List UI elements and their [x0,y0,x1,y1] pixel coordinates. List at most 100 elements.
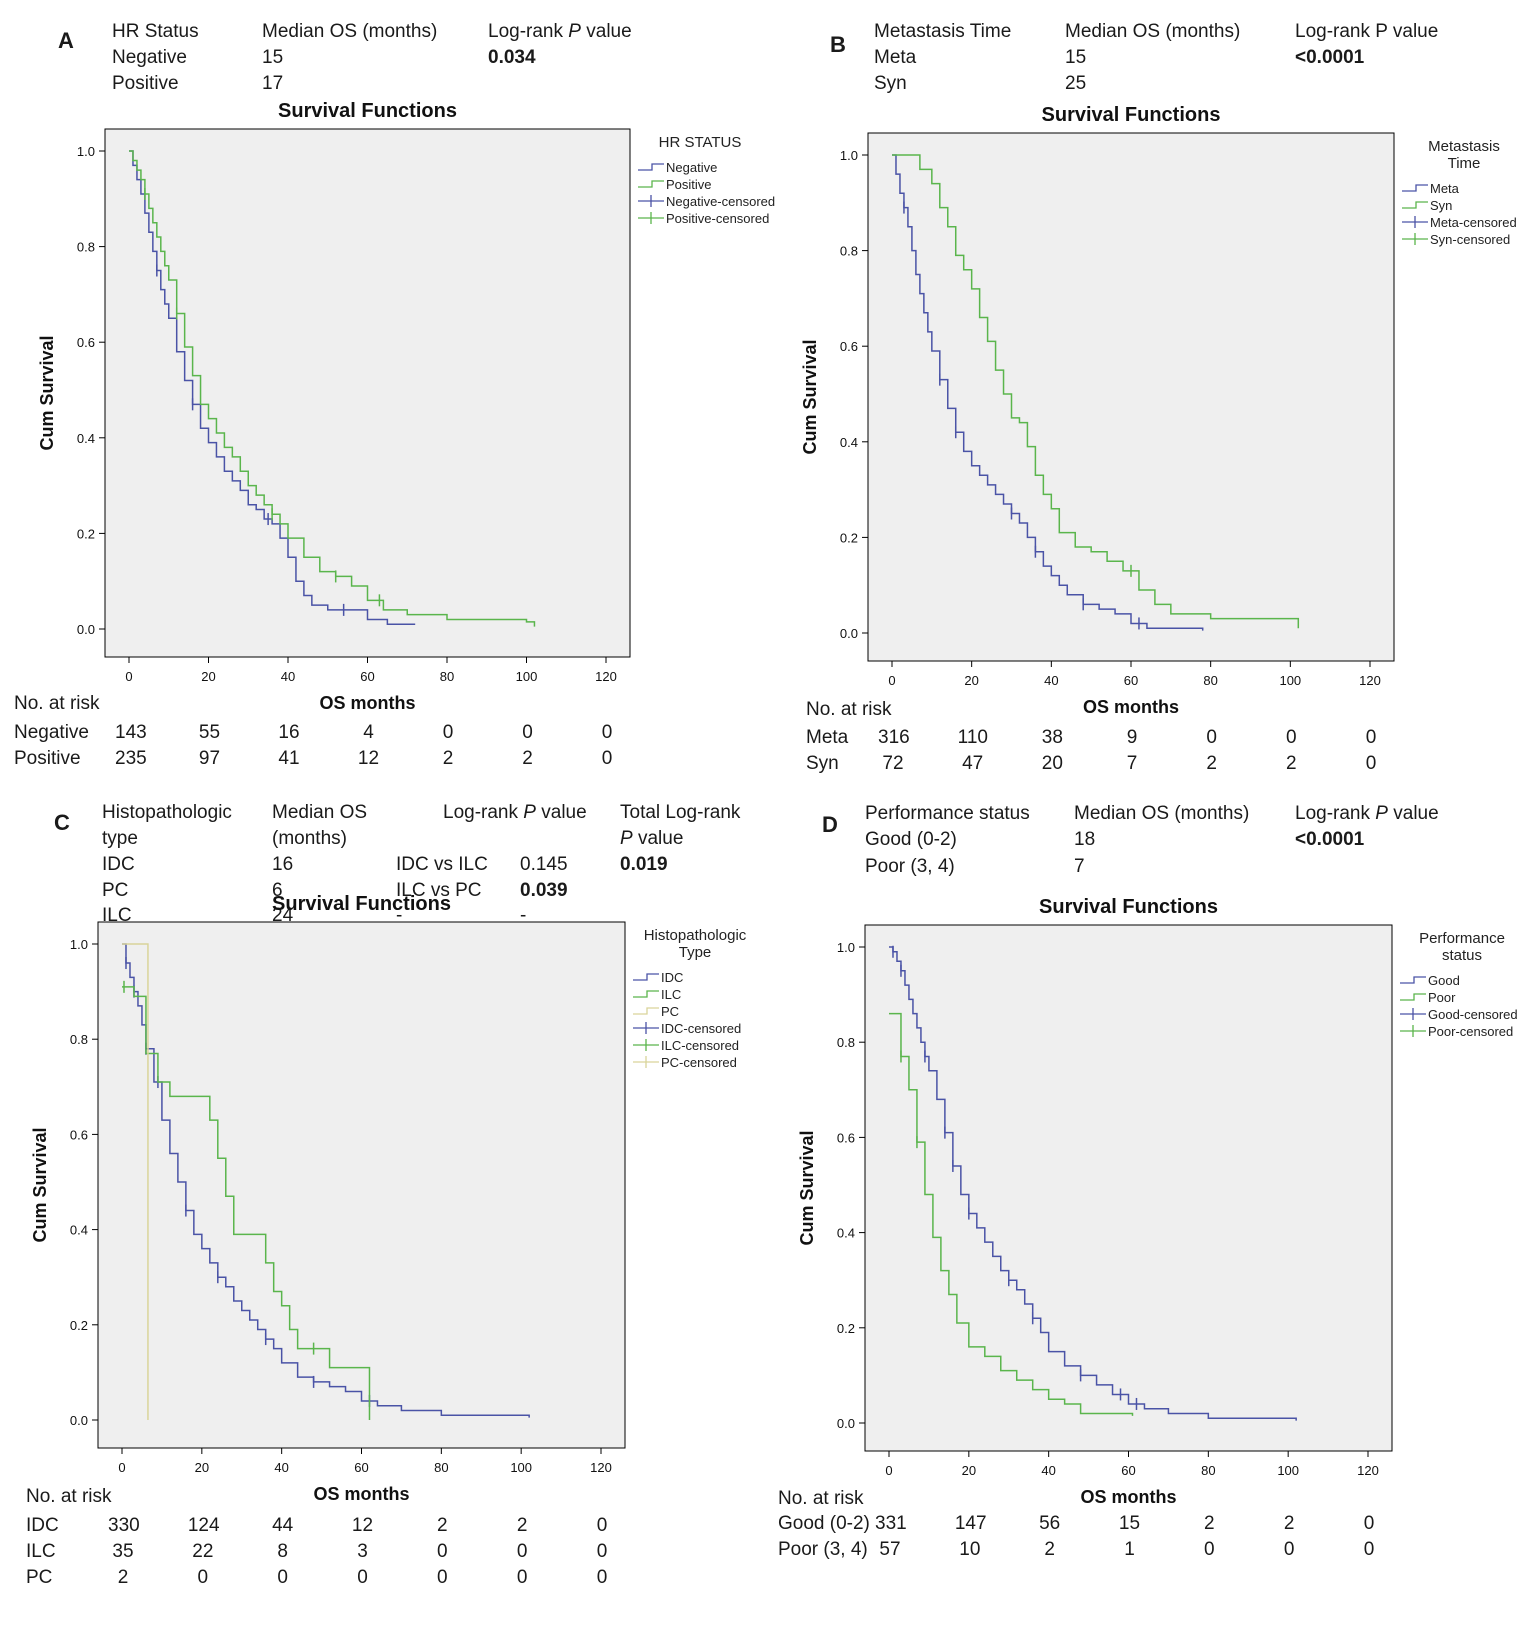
panel-d: D Performance status Median OS (months) … [770,800,1530,1620]
risk-cell: 12 [351,1515,374,1536]
header-row-label: Good (0-2) [865,829,957,850]
risk-cell: 57 [879,1539,901,1560]
header-row-comparison: - [396,905,403,926]
x-tick-label: 20 [195,1460,209,1475]
x-tick-label: 120 [590,1460,612,1475]
risk-cell: 2 [516,1515,528,1536]
risk-cell: 143 [115,722,147,743]
survival-chart: Survival Functions 0.0 0.2 0.4 0.6 0.8 1.0 0 20 4… [30,893,747,1504]
risk-cell: 15 [1118,1513,1141,1534]
legend-entry: Good-censored [1428,1007,1518,1022]
plot-area [867,132,1395,662]
header-row-label: IDC [102,854,135,875]
header-row-comparison: ILC vs PC [396,880,482,901]
risk-cell: 2 [1283,1513,1295,1534]
x-tick-label: 120 [1357,1463,1379,1478]
header-row-label: Positive [112,73,179,94]
risk-cell: 0 [1365,727,1377,748]
x-tick-label: 0 [118,1460,125,1475]
header-row-pvalue: <0.0001 [1295,829,1365,850]
legend-entry: Good [1428,973,1460,988]
header-row-pvalue: 0.039 [520,880,568,901]
legend-entry: Meta-censored [1430,215,1517,230]
legend-entry: Positive-censored [666,211,769,226]
legend-entry: Negative [666,160,717,175]
risk-cell: 2 [1206,753,1217,774]
risk-cell: 110 [957,727,988,748]
header-row-comparison: IDC vs ILC [396,854,488,875]
panel-b: B Metastasis Time Median OS (months) Log… [770,0,1530,820]
plot-area [864,924,1393,1452]
chart-title: Survival Functions [1039,896,1218,918]
risk-row-label: IDC [26,1515,59,1536]
panel-letter: C [54,810,70,835]
y-axis-label: Cum Survival [800,339,820,454]
risk-cell: 0 [437,1567,448,1588]
series-line-pc [122,943,149,1420]
risk-cell: 8 [277,1541,288,1562]
risk-cell: 0 [277,1567,288,1588]
legend-title: status [1442,947,1482,964]
y-tick-label: 0.2 [840,530,858,545]
header-row-median: 17 [262,73,284,94]
header-row-median: 18 [1074,829,1096,850]
legend-title: Histopathologic [644,927,747,944]
legend-swatch [1400,993,1426,1001]
header-row-label: PC [102,880,129,901]
risk-cell: 0 [1363,1513,1375,1534]
y-tick-label: 0.6 [70,1127,88,1142]
legend-entry: PC [661,1004,679,1019]
legend-swatch [633,1007,659,1015]
header-col-median: (months) [272,828,347,849]
legend-entry: Poor-censored [1428,1024,1513,1039]
risk-row-label: Good (0-2) [778,1513,870,1534]
header-col-pvalue: Log-rank P value [1295,803,1439,824]
panel-letter: D [822,812,838,837]
plot-area [104,128,631,658]
x-tick-label: 120 [595,669,617,684]
risk-cell: 2 [1044,1539,1055,1560]
legend-entry: Syn-censored [1430,232,1510,247]
risk-table-title: No. at risk [14,693,100,714]
plot-area [97,921,626,1449]
y-tick-label: 0.8 [77,240,95,255]
series-line-poor [889,1012,1134,1416]
y-axis-label: Cum Survival [797,1130,817,1245]
risk-cell: 0 [357,1567,368,1588]
header-col-group: Histopathologic [102,802,232,823]
y-tick-label: 0.4 [77,431,95,446]
y-tick-label: 1.0 [70,937,88,952]
x-tick-label: 60 [354,1460,368,1475]
header-row-label: Poor (3, 4) [865,856,955,877]
x-tick-label: 100 [1277,1463,1299,1478]
header-col-total: P value [620,828,684,849]
risk-cell: 2 [117,1567,129,1588]
header-col-group: HR Status [112,21,199,42]
legend-entry: Syn [1430,198,1452,213]
risk-cell: 0 [1206,727,1217,748]
risk-cell: 0 [1365,753,1377,774]
x-tick-label: 60 [1124,673,1138,688]
y-tick-label: 1.0 [77,144,95,159]
legend-swatch [633,973,659,981]
legend-entry: IDC-censored [661,1021,741,1036]
legend-entry: Negative-censored [666,194,775,209]
x-tick-label: 120 [1359,673,1381,688]
y-tick-label: 0.2 [77,526,95,541]
risk-cell: 35 [112,1541,134,1562]
series-line-negative [129,150,416,625]
risk-cell: 12 [357,748,380,769]
x-axis-label: OS months [319,693,415,713]
y-tick-label: 0.6 [77,335,95,350]
x-axis-label: OS months [1083,697,1179,717]
x-tick-label: 0 [125,669,132,684]
x-tick-label: 20 [964,673,978,688]
y-tick-label: 0.0 [837,1416,855,1431]
risk-cell: 0 [1286,727,1297,748]
x-tick-label: 40 [1044,673,1058,688]
legend-entry: IDC [661,970,683,985]
legend-entry: Positive [666,177,712,192]
y-tick-label: 0.0 [840,626,858,641]
risk-cell: 9 [1126,727,1138,748]
header-row-median: 24 [272,905,294,926]
